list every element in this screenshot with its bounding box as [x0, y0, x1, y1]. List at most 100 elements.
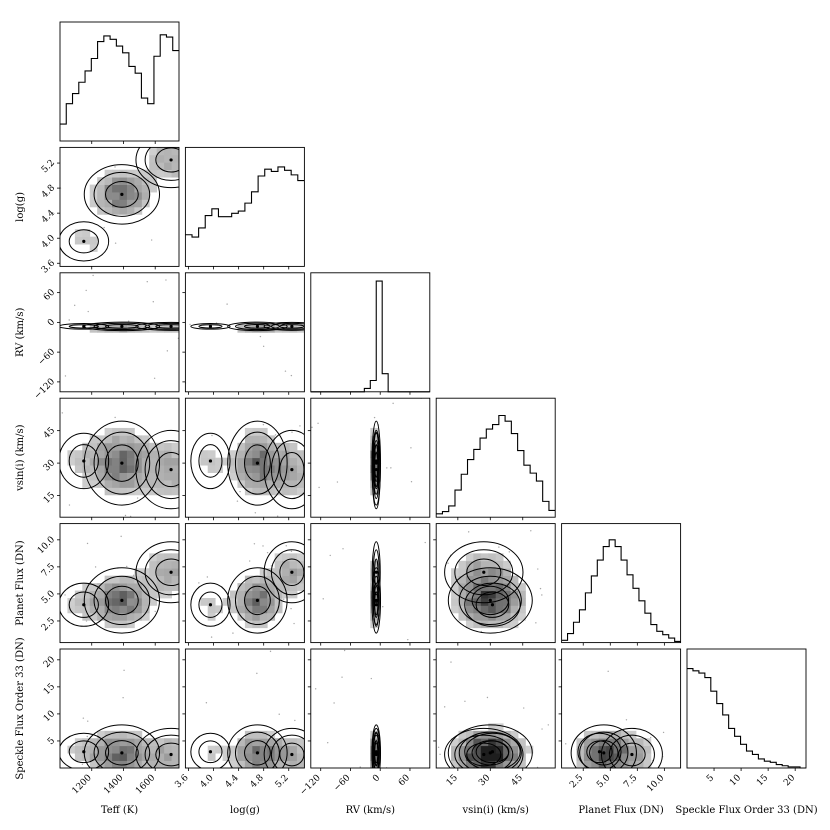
x-tick-label: 7.5: [622, 773, 639, 790]
contour-line: [144, 440, 179, 500]
mode-marker: [374, 468, 378, 472]
density-cell: [149, 760, 158, 768]
mode-marker: [82, 603, 86, 607]
density-cell: [134, 472, 143, 481]
sample-point: [236, 500, 239, 502]
density-cell: [267, 760, 276, 768]
density-cell: [97, 199, 106, 208]
contour-line: [105, 180, 139, 208]
density-cell: [252, 575, 261, 584]
density-cell: [119, 184, 128, 193]
density-cell: [164, 553, 172, 562]
density-cell: [518, 738, 526, 747]
density-cell: [200, 450, 209, 459]
density-cell: [134, 575, 143, 584]
density-cell: [126, 450, 135, 459]
density-cell: [119, 465, 128, 473]
density-cell: [621, 753, 629, 761]
density-cell: [583, 738, 592, 747]
density-cell: [149, 457, 158, 466]
density-cell: [252, 583, 261, 591]
mode-marker: [374, 750, 378, 754]
density-cell: [259, 450, 268, 459]
density-cell: [164, 169, 172, 178]
density-cell: [488, 553, 497, 562]
density-cell: [112, 612, 120, 621]
mode-marker: [120, 598, 124, 603]
contour-line: [447, 724, 533, 768]
density-cell: [274, 480, 283, 488]
density-cell: [267, 583, 276, 591]
density-cell: [156, 480, 165, 488]
density-cell: [451, 575, 459, 584]
contour-line: [471, 585, 510, 616]
sample-point: [443, 706, 446, 708]
contour-line: [60, 582, 110, 627]
density-cell: [267, 480, 276, 488]
density-cell: [451, 745, 459, 754]
density-cell: [74, 597, 83, 606]
density-cell: [164, 450, 172, 459]
sample-point: [343, 649, 346, 652]
contour-line: [371, 541, 381, 604]
density-cell: [503, 738, 511, 747]
density-cell: [473, 575, 482, 584]
panel-frame: [59, 397, 180, 518]
sample-point: [81, 763, 84, 765]
density-cell: [503, 605, 511, 614]
panel-logg-sflux: 3.6 4.0 4.4 4.8 5.2: [173, 648, 305, 790]
density-cell: [89, 738, 98, 747]
density-cell: [126, 480, 135, 488]
density-cell: [465, 745, 474, 754]
density-cell: [628, 738, 637, 747]
hist-panel-pflux: [561, 523, 682, 646]
density-cell: [606, 730, 615, 739]
contour-line: [105, 323, 139, 329]
sample-point: [523, 707, 525, 709]
density-cell: [149, 560, 158, 569]
density-cell: [74, 457, 83, 466]
sample-point: [537, 568, 539, 570]
density-cell: [252, 480, 261, 488]
density-cell: [89, 590, 98, 599]
density-cell: [237, 745, 246, 754]
density-cell: [97, 730, 106, 739]
density-cell: [149, 583, 158, 591]
sample-point: [291, 431, 293, 433]
density-cell: [112, 192, 120, 200]
contour-line: [579, 731, 629, 768]
contour-line: [198, 324, 223, 329]
density-cell: [67, 597, 76, 606]
mode-marker: [482, 570, 486, 574]
y-tick-label: 5.0: [40, 589, 57, 606]
density-cell: [480, 560, 489, 569]
contour-line: [270, 734, 305, 768]
density-cell: [503, 760, 511, 768]
mode-marker: [82, 324, 86, 328]
density-cell: [67, 745, 76, 754]
density-cell: [97, 753, 106, 761]
density-cell: [171, 442, 179, 451]
density-cell: [74, 590, 83, 599]
density-cell: [112, 457, 120, 466]
density-cell: [112, 730, 120, 739]
mode-marker: [208, 459, 213, 463]
contour-line: [93, 575, 151, 626]
density-cell: [97, 597, 106, 606]
density-cell: [473, 730, 482, 739]
density-cell: [518, 583, 526, 591]
density-cell: [149, 487, 158, 496]
density-cell: [458, 590, 467, 599]
sample-point: [123, 669, 125, 672]
density-cell: [274, 472, 283, 481]
sample-point: [541, 594, 543, 596]
y-axis-label-vsini: vsin(i) (km/s): [15, 424, 26, 492]
panel-pflux-sflux: 2.5 5.0 7.5 10.0: [558, 648, 682, 794]
density-cell: [635, 738, 644, 747]
density-cell: [89, 745, 98, 754]
y-tick-label: 20: [42, 655, 57, 670]
density-cell: [126, 745, 135, 754]
density-cell: [149, 753, 158, 761]
mode-marker: [255, 324, 260, 328]
density-cell: [458, 560, 467, 569]
